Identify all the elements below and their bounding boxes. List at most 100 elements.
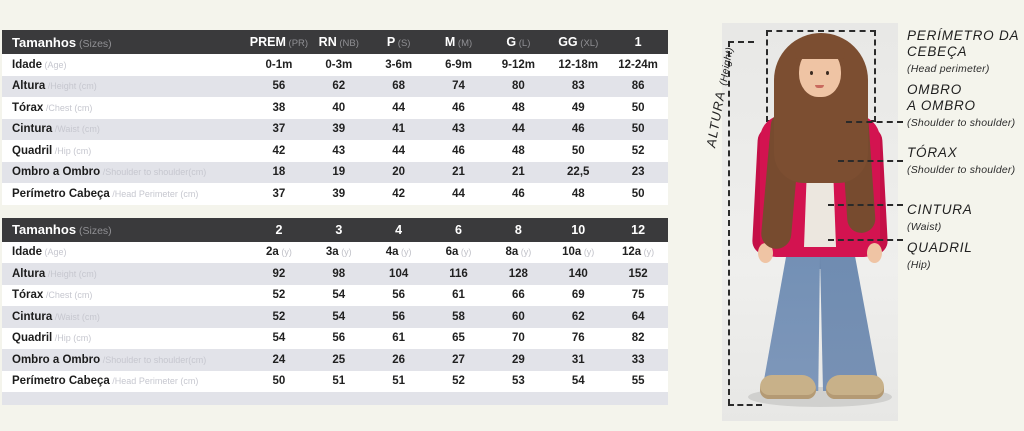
cell-value: 31 <box>571 353 585 366</box>
label-sub: (Waist) <box>907 221 942 233</box>
row-label-main: Tórax <box>12 101 44 114</box>
cell-value: 75 <box>631 289 645 302</box>
cell-value: 152 <box>628 267 648 280</box>
row-label-sub: /Height (cm) <box>45 268 97 279</box>
cell-value: 18 <box>272 166 286 179</box>
table-cell: 3-6m <box>369 59 429 71</box>
cell-suffix: (y) <box>518 247 532 258</box>
table-cell: 19 <box>309 166 369 178</box>
row-label-main: Quadril <box>12 332 53 345</box>
model-right-shoe <box>826 375 884 399</box>
cell-value: 53 <box>511 375 525 388</box>
table-cell: 65 <box>429 332 489 344</box>
table-cell: 140 <box>548 268 608 280</box>
row-label-sub: /Chest (cm) <box>43 290 93 301</box>
column-label: 8 <box>514 222 522 237</box>
table-cell: 24 <box>249 354 309 366</box>
cell-value: 22,5 <box>567 166 590 179</box>
cell-value: 52 <box>272 310 286 323</box>
cell-value: 61 <box>452 289 465 302</box>
table-cell: 56 <box>369 311 429 323</box>
cell-value: 12a <box>621 246 642 259</box>
table-cell: 128 <box>488 268 548 280</box>
table-cell: 29 <box>488 354 548 366</box>
table-cell: 12a (y) <box>608 246 668 258</box>
column-label: GG <box>558 35 578 49</box>
cell-value: 50 <box>631 123 645 136</box>
cell-value: 69 <box>571 289 585 302</box>
chest-leader-line <box>838 160 903 162</box>
table-row: Quadril /Hip (cm) 42 43 44 46 48 50 52 <box>2 140 668 162</box>
label-head-perimeter: PERÍMETRO DA CEBEÇA (Head perimeter) <box>907 28 1022 75</box>
label-sub: (Head perimeter) <box>907 63 990 75</box>
cell-value: 4a <box>385 246 399 259</box>
table-cell: 70 <box>488 332 548 344</box>
cell-value: 40 <box>332 101 346 114</box>
cell-value: 23 <box>631 166 645 179</box>
table-cell: 48 <box>548 188 608 200</box>
column-header: 10 <box>548 223 608 237</box>
table-title: Tamanhos (Sizes) <box>2 35 249 50</box>
column-sublabel: (NB) <box>336 38 359 49</box>
shoulder-leader-line <box>846 121 903 123</box>
table-cell: 50 <box>608 188 668 200</box>
column-header: PREM (PR) <box>249 35 309 49</box>
table-cell: 52 <box>429 375 489 387</box>
table-cell: 33 <box>608 354 668 366</box>
label-title: OMBRO A OMBRO <box>907 82 976 113</box>
model-photo <box>722 23 898 421</box>
column-header: M (M) <box>429 35 489 49</box>
table-cell: 52 <box>249 311 309 323</box>
cell-value: 50 <box>272 375 286 388</box>
row-label: Idade (Age) <box>2 246 249 258</box>
row-label: Ombro a Ombro /Shoulder to shoulder(cm) <box>2 166 249 178</box>
model-jeans-left-leg <box>762 255 820 391</box>
cell-value: 37 <box>272 187 286 200</box>
column-header: G (L) <box>488 35 548 49</box>
row-label-sub: /Waist (cm) <box>52 124 100 135</box>
table-cell: 0-3m <box>309 59 369 71</box>
cell-value: 43 <box>452 123 465 136</box>
table-cell: 12-18m <box>548 59 608 71</box>
row-label-main: Ombro a Ombro <box>12 353 101 366</box>
cell-value: 62 <box>571 310 585 323</box>
row-label-main: Ombro a Ombro <box>12 166 101 179</box>
label-waist: CINTURA (Waist) <box>907 202 1022 233</box>
label-sub: (Shoulder to shoulder) <box>907 164 1016 176</box>
model-bangs <box>795 35 845 59</box>
cell-value: 38 <box>272 101 286 114</box>
row-label-sub: (Age) <box>42 247 67 258</box>
table-title-main: Tamanhos <box>12 222 77 237</box>
cell-value: 46 <box>571 123 585 136</box>
cell-value: 20 <box>392 166 406 179</box>
cell-value: 56 <box>392 310 406 323</box>
table-cell: 66 <box>488 289 548 301</box>
column-label: 2 <box>275 222 283 237</box>
table-cell: 42 <box>369 188 429 200</box>
cell-value: 19 <box>332 166 346 179</box>
cell-value: 44 <box>452 187 465 200</box>
cell-value: 33 <box>631 353 645 366</box>
table-cell: 60 <box>488 311 548 323</box>
table-cell: 62 <box>309 80 369 92</box>
table-cell: 62 <box>548 311 608 323</box>
cell-value: 21 <box>511 166 525 179</box>
cell-value: 86 <box>631 80 645 93</box>
cell-value: 21 <box>452 166 465 179</box>
cell-value: 10a <box>562 246 582 259</box>
table-cell: 54 <box>249 332 309 344</box>
row-label: Cintura /Waist (cm) <box>2 123 249 135</box>
cell-value: 54 <box>332 310 346 323</box>
cell-suffix: (y) <box>458 247 472 258</box>
table-cell: 43 <box>429 123 489 135</box>
table-row: Cintura /Waist (cm) 37 39 41 43 44 46 50 <box>2 118 668 140</box>
table-cell: 41 <box>369 123 429 135</box>
cell-value: 27 <box>452 353 465 366</box>
cell-value: 41 <box>392 123 406 136</box>
cell-value: 3-6m <box>385 58 413 71</box>
table-cell: 98 <box>309 268 369 280</box>
table-cell: 44 <box>369 145 429 157</box>
table-cell: 12-24m <box>608 59 668 71</box>
label-title: CINTURA <box>907 202 973 217</box>
cell-value: 68 <box>392 80 406 93</box>
